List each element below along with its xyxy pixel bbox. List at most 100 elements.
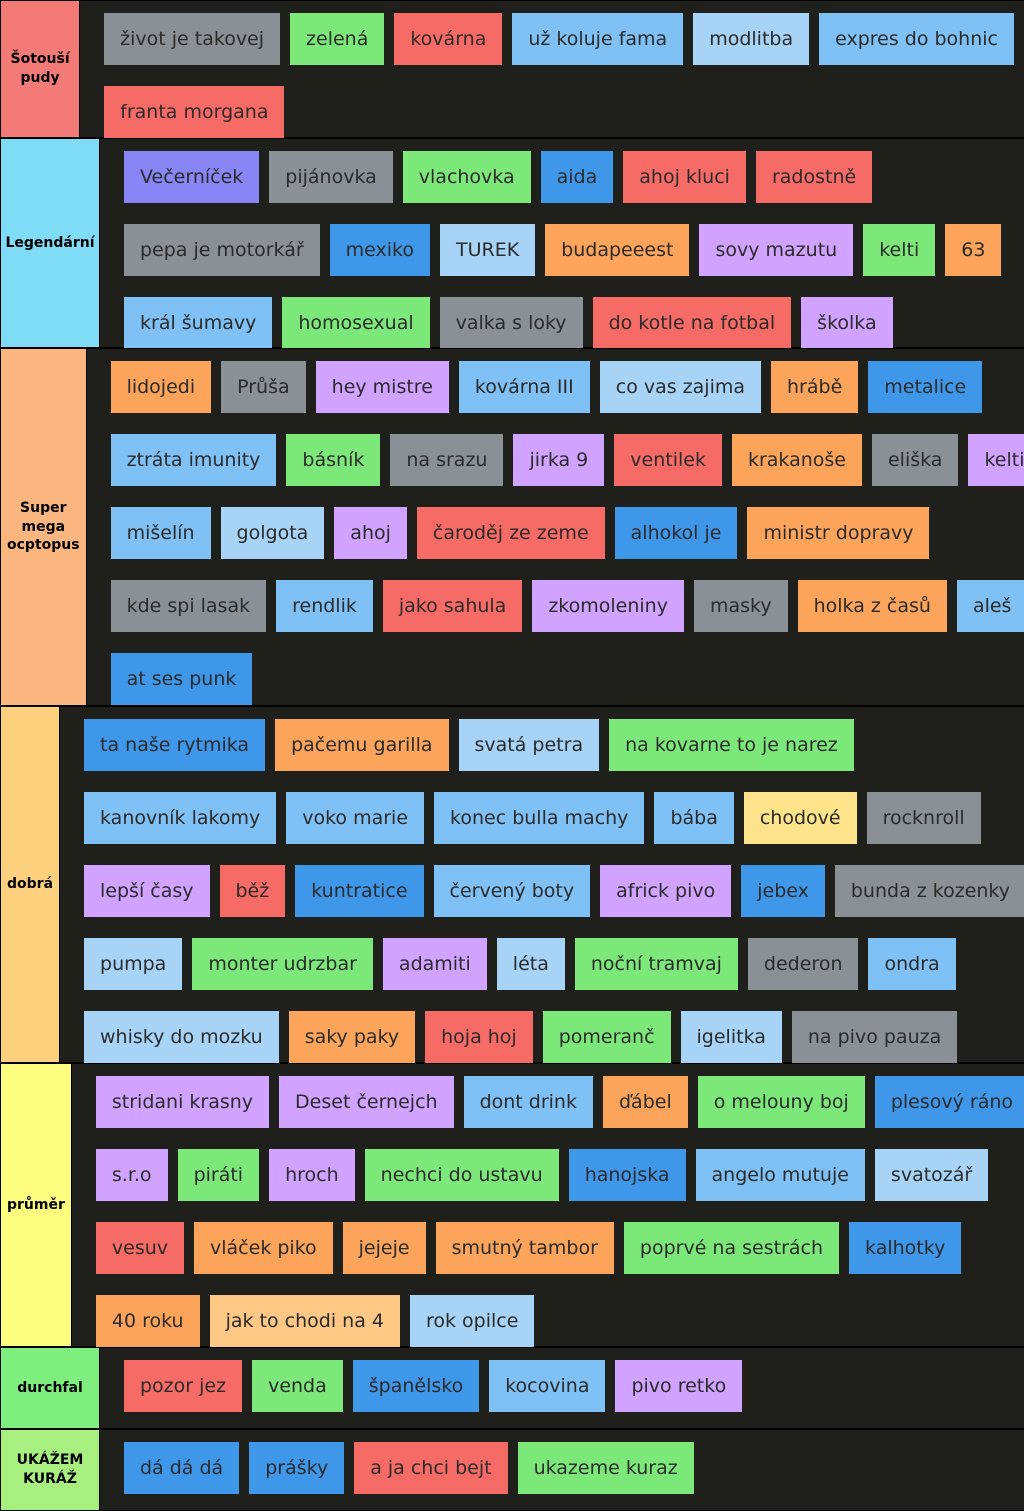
tier-item[interactable]: vesuv: [95, 1222, 185, 1274]
tier-label[interactable]: průměr: [0, 1063, 72, 1347]
tier-item[interactable]: španělsko: [352, 1360, 480, 1412]
tier-item[interactable]: africk pivo: [600, 865, 732, 917]
tier-item[interactable]: Deset černejch: [279, 1076, 454, 1128]
tier-item[interactable]: hanojska: [568, 1149, 686, 1201]
tier-item[interactable]: whisky do mozku: [84, 1011, 279, 1063]
tier-item[interactable]: pijánovka: [269, 151, 393, 203]
tier-item[interactable]: jirka 9: [513, 434, 605, 486]
tier-item[interactable]: pačemu garilla: [275, 719, 449, 771]
tier-item[interactable]: čaroděj ze zeme: [416, 507, 605, 559]
tier-item[interactable]: svatozář: [874, 1149, 989, 1201]
tier-item[interactable]: noční tramvaj: [574, 938, 738, 990]
tier-item[interactable]: svatá petra: [458, 719, 600, 771]
tier-item[interactable]: saky paky: [288, 1011, 416, 1063]
tier-item[interactable]: školka: [801, 297, 893, 349]
tier-item[interactable]: sovy mazutu: [699, 224, 854, 276]
tier-item[interactable]: 63: [945, 224, 1002, 276]
tier-item[interactable]: kuntratice: [295, 865, 424, 917]
tier-item[interactable]: 40 roku: [95, 1295, 200, 1347]
tier-item[interactable]: na srazu: [390, 434, 504, 486]
tier-item[interactable]: smutný tambor: [435, 1222, 614, 1274]
tier-item[interactable]: aida: [540, 151, 614, 203]
tier-item[interactable]: modlitba: [693, 13, 810, 65]
tier-label[interactable]: durchfal: [0, 1347, 100, 1429]
tier-item[interactable]: jako sahula: [382, 580, 523, 632]
tier-item[interactable]: král šumavy: [124, 297, 273, 349]
tier-item[interactable]: hey mistre: [315, 361, 449, 413]
tier-item[interactable]: kelti: [863, 224, 936, 276]
tier-item[interactable]: pomeranč: [542, 1011, 671, 1063]
tier-item[interactable]: rocknroll: [866, 792, 981, 844]
tier-item[interactable]: kalhotky: [849, 1222, 962, 1274]
tier-item[interactable]: kelti II: [968, 434, 1024, 486]
tier-label[interactable]: dobrá: [0, 706, 61, 1063]
tier-item[interactable]: alhokol je: [614, 507, 738, 559]
tier-item[interactable]: igelitka: [680, 1011, 782, 1063]
tier-item[interactable]: piráti: [177, 1149, 260, 1201]
tier-item[interactable]: lepší časy: [84, 865, 210, 917]
tier-item[interactable]: dont drink: [463, 1076, 593, 1128]
tier-item[interactable]: venda: [252, 1360, 343, 1412]
tier-item[interactable]: valka s loky: [439, 297, 583, 349]
tier-item[interactable]: vlachovka: [402, 151, 531, 203]
tier-label[interactable]: UKÁŽEM KURÁŽ: [0, 1429, 100, 1511]
tier-item[interactable]: vláček piko: [194, 1222, 333, 1274]
tier-item[interactable]: kovárna: [394, 13, 503, 65]
tier-item[interactable]: pumpa: [84, 938, 183, 990]
tier-label[interactable]: Šotouší pudy: [0, 0, 81, 138]
tier-item[interactable]: aleš: [956, 580, 1024, 632]
tier-item[interactable]: lidojedi: [110, 361, 212, 413]
tier-item[interactable]: co vas zajima: [599, 361, 762, 413]
tier-item[interactable]: hoja hoj: [425, 1011, 533, 1063]
tier-item[interactable]: adamiti: [382, 938, 487, 990]
tier-label[interactable]: Legendární: [0, 138, 100, 348]
tier-item[interactable]: jebex: [741, 865, 825, 917]
tier-item[interactable]: pozor jez: [124, 1360, 243, 1412]
tier-item[interactable]: golgota: [220, 507, 325, 559]
tier-item[interactable]: jak to chodi na 4: [209, 1295, 400, 1347]
tier-item[interactable]: budapeeest: [545, 224, 690, 276]
tier-item[interactable]: krakanoše: [731, 434, 862, 486]
tier-item[interactable]: život je takovej: [104, 13, 281, 65]
tier-item[interactable]: ďábel: [602, 1076, 688, 1128]
tier-item[interactable]: poprvé na sestrách: [623, 1222, 840, 1274]
tier-item[interactable]: zelená: [290, 13, 385, 65]
tier-item[interactable]: prášky: [249, 1442, 345, 1494]
tier-item[interactable]: radostně: [755, 151, 873, 203]
tier-item[interactable]: hroch: [269, 1149, 355, 1201]
tier-item[interactable]: at ses punk: [110, 653, 253, 705]
tier-item[interactable]: konec bulla machy: [434, 792, 645, 844]
tier-item[interactable]: plesový ráno: [874, 1076, 1024, 1128]
tier-item[interactable]: bunda z kozenky: [834, 865, 1024, 917]
tier-item[interactable]: masky: [693, 580, 788, 632]
tier-item[interactable]: léta: [496, 938, 565, 990]
tier-item[interactable]: kanovník lakomy: [84, 792, 277, 844]
tier-item[interactable]: monter udrzbar: [192, 938, 373, 990]
tier-item[interactable]: ahoj: [334, 507, 407, 559]
tier-item[interactable]: na kovarne to je narez: [609, 719, 854, 771]
tier-item[interactable]: a ja chci bejt: [354, 1442, 508, 1494]
tier-item[interactable]: metalice: [868, 361, 983, 413]
tier-item[interactable]: expres do bohnic: [819, 13, 1014, 65]
tier-item[interactable]: voko marie: [286, 792, 425, 844]
tier-item[interactable]: franta morgana: [104, 86, 285, 138]
tier-item[interactable]: ventilek: [614, 434, 722, 486]
tier-item[interactable]: pepa je motorkář: [124, 224, 320, 276]
tier-item[interactable]: o melouny boj: [697, 1076, 865, 1128]
tier-item[interactable]: dá dá dá: [124, 1442, 240, 1494]
tier-item[interactable]: s.r.o: [95, 1149, 168, 1201]
tier-item[interactable]: červený boty: [433, 865, 591, 917]
tier-item[interactable]: ministr dopravy: [747, 507, 930, 559]
tier-item[interactable]: hrábě: [771, 361, 859, 413]
tier-item[interactable]: už koluje fama: [512, 13, 684, 65]
tier-item[interactable]: angelo mutuje: [695, 1149, 865, 1201]
tier-item[interactable]: zkomoleniny: [532, 580, 684, 632]
tier-item[interactable]: nechci do ustavu: [364, 1149, 559, 1201]
tier-item[interactable]: kocovina: [489, 1360, 606, 1412]
tier-label[interactable]: Super mega ocptopus: [0, 348, 87, 706]
tier-item[interactable]: ahoj kluci: [623, 151, 746, 203]
tier-item[interactable]: do kotle na fotbal: [592, 297, 792, 349]
tier-item[interactable]: eliška: [871, 434, 959, 486]
tier-item[interactable]: TUREK: [440, 224, 536, 276]
tier-item[interactable]: kde spi lasak: [110, 580, 267, 632]
